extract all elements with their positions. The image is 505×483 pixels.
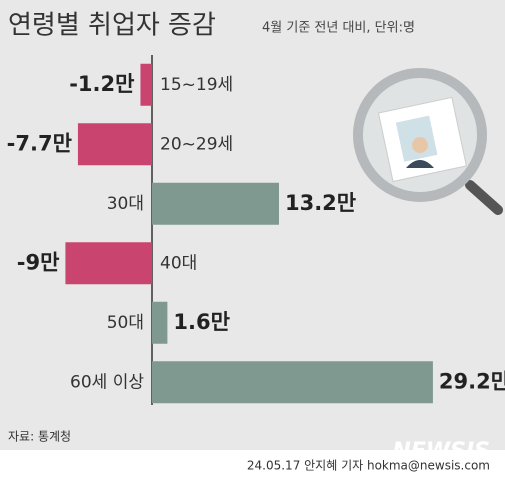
value-label: 1.6만 (173, 310, 230, 334)
credit: 24.05.17 안지혜 기자 hokma@newsis.com (247, 459, 490, 473)
bar (152, 301, 168, 344)
category-label: 50대 (107, 313, 144, 333)
watermark: NEWSIS (392, 439, 490, 464)
value-label: -9만 (17, 250, 60, 274)
magnifier-illustration (353, 68, 503, 215)
category-label: 15~19세 (160, 75, 233, 95)
chart-title: 연령별 취업자 증감 (8, 11, 216, 41)
bar (140, 63, 152, 106)
value-label: 13.2만 (285, 191, 356, 215)
chart-subtitle: 4월 기준 전년 대비, 단위:명 (262, 21, 415, 36)
category-label: 20~29세 (160, 134, 233, 154)
value-label: -7.7만 (7, 131, 72, 155)
footer-background (0, 450, 505, 483)
bar (152, 182, 279, 225)
bar (65, 242, 152, 285)
value-label: -1.2만 (69, 72, 134, 96)
value-label: 29.2만 (439, 369, 505, 393)
bar (152, 361, 433, 404)
source: 자료: 통계청 (8, 430, 71, 444)
bar (77, 123, 152, 166)
category-label: 40대 (160, 253, 197, 273)
category-label: 60세 이상 (70, 372, 144, 392)
category-label: 30대 (107, 194, 144, 214)
